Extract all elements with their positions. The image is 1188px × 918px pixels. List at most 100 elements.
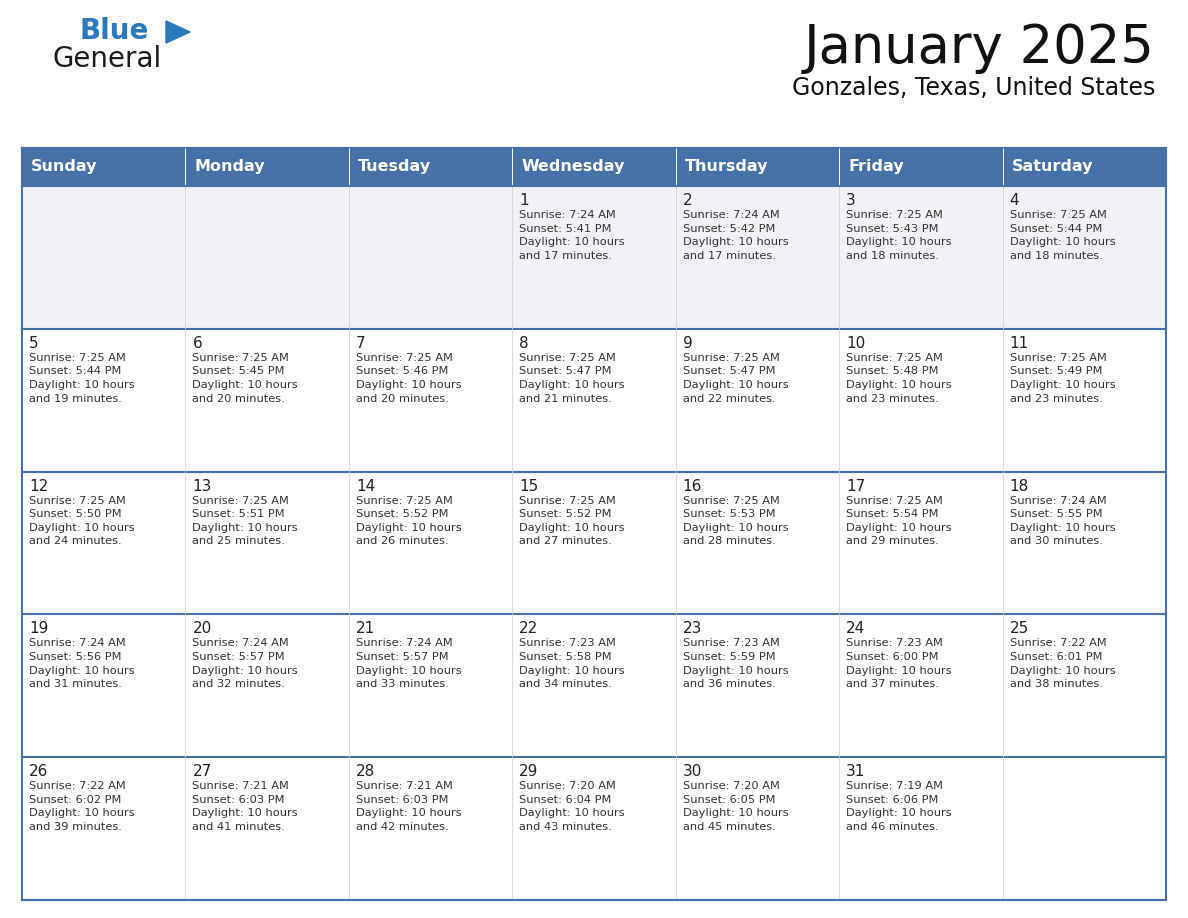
Text: Sunrise: 7:24 AM
Sunset: 5:55 PM
Daylight: 10 hours
and 30 minutes.: Sunrise: 7:24 AM Sunset: 5:55 PM Dayligh… <box>1010 496 1116 546</box>
Bar <box>349 186 512 329</box>
Bar <box>349 757 512 900</box>
Text: Sunrise: 7:25 AM
Sunset: 5:46 PM
Daylight: 10 hours
and 20 minutes.: Sunrise: 7:25 AM Sunset: 5:46 PM Dayligh… <box>356 353 461 404</box>
Text: 26: 26 <box>29 764 49 779</box>
Text: Sunrise: 7:25 AM
Sunset: 5:51 PM
Daylight: 10 hours
and 25 minutes.: Sunrise: 7:25 AM Sunset: 5:51 PM Dayligh… <box>192 496 298 546</box>
Text: Sunrise: 7:24 AM
Sunset: 5:57 PM
Daylight: 10 hours
and 33 minutes.: Sunrise: 7:24 AM Sunset: 5:57 PM Dayligh… <box>356 638 461 689</box>
Text: Sunrise: 7:25 AM
Sunset: 5:50 PM
Daylight: 10 hours
and 24 minutes.: Sunrise: 7:25 AM Sunset: 5:50 PM Dayligh… <box>29 496 134 546</box>
Text: 25: 25 <box>1010 621 1029 636</box>
Text: Sunrise: 7:19 AM
Sunset: 6:06 PM
Daylight: 10 hours
and 46 minutes.: Sunrise: 7:19 AM Sunset: 6:06 PM Dayligh… <box>846 781 952 832</box>
Text: Sunrise: 7:20 AM
Sunset: 6:05 PM
Daylight: 10 hours
and 45 minutes.: Sunrise: 7:20 AM Sunset: 6:05 PM Dayligh… <box>683 781 789 832</box>
Text: Blue: Blue <box>80 17 150 45</box>
Text: Sunrise: 7:22 AM
Sunset: 6:02 PM
Daylight: 10 hours
and 39 minutes.: Sunrise: 7:22 AM Sunset: 6:02 PM Dayligh… <box>29 781 134 832</box>
Text: 11: 11 <box>1010 336 1029 351</box>
Text: Sunrise: 7:25 AM
Sunset: 5:43 PM
Daylight: 10 hours
and 18 minutes.: Sunrise: 7:25 AM Sunset: 5:43 PM Dayligh… <box>846 210 952 261</box>
Text: Sunrise: 7:23 AM
Sunset: 6:00 PM
Daylight: 10 hours
and 37 minutes.: Sunrise: 7:23 AM Sunset: 6:00 PM Dayligh… <box>846 638 952 689</box>
Text: Sunrise: 7:25 AM
Sunset: 5:47 PM
Daylight: 10 hours
and 22 minutes.: Sunrise: 7:25 AM Sunset: 5:47 PM Dayligh… <box>683 353 789 404</box>
Bar <box>185 757 349 900</box>
Bar <box>512 329 676 472</box>
Text: Sunrise: 7:25 AM
Sunset: 5:44 PM
Daylight: 10 hours
and 19 minutes.: Sunrise: 7:25 AM Sunset: 5:44 PM Dayligh… <box>29 353 134 404</box>
Text: 7: 7 <box>356 336 366 351</box>
Bar <box>676 329 839 472</box>
Bar <box>23 472 185 614</box>
Bar <box>349 614 512 757</box>
Text: General: General <box>52 45 162 73</box>
Text: Thursday: Thursday <box>684 160 769 174</box>
Bar <box>1003 614 1165 757</box>
Bar <box>185 472 349 614</box>
Text: Friday: Friday <box>848 160 904 174</box>
Text: Sunrise: 7:25 AM
Sunset: 5:52 PM
Daylight: 10 hours
and 26 minutes.: Sunrise: 7:25 AM Sunset: 5:52 PM Dayligh… <box>356 496 461 546</box>
Text: Sunrise: 7:25 AM
Sunset: 5:45 PM
Daylight: 10 hours
and 20 minutes.: Sunrise: 7:25 AM Sunset: 5:45 PM Dayligh… <box>192 353 298 404</box>
Text: Sunrise: 7:25 AM
Sunset: 5:47 PM
Daylight: 10 hours
and 21 minutes.: Sunrise: 7:25 AM Sunset: 5:47 PM Dayligh… <box>519 353 625 404</box>
Text: 10: 10 <box>846 336 865 351</box>
Text: January 2025: January 2025 <box>804 22 1155 74</box>
Text: 4: 4 <box>1010 193 1019 208</box>
Bar <box>1003 148 1165 186</box>
Text: Sunrise: 7:24 AM
Sunset: 5:57 PM
Daylight: 10 hours
and 32 minutes.: Sunrise: 7:24 AM Sunset: 5:57 PM Dayligh… <box>192 638 298 689</box>
Bar <box>23 329 185 472</box>
Polygon shape <box>166 21 190 43</box>
Bar <box>676 186 839 329</box>
Text: 9: 9 <box>683 336 693 351</box>
Text: 17: 17 <box>846 478 865 494</box>
Bar <box>23 757 185 900</box>
Text: 31: 31 <box>846 764 866 779</box>
Text: Sunrise: 7:23 AM
Sunset: 5:58 PM
Daylight: 10 hours
and 34 minutes.: Sunrise: 7:23 AM Sunset: 5:58 PM Dayligh… <box>519 638 625 689</box>
Text: 21: 21 <box>356 621 375 636</box>
Bar <box>23 148 1165 186</box>
Text: 29: 29 <box>519 764 538 779</box>
Text: 6: 6 <box>192 336 202 351</box>
Text: Sunrise: 7:24 AM
Sunset: 5:41 PM
Daylight: 10 hours
and 17 minutes.: Sunrise: 7:24 AM Sunset: 5:41 PM Dayligh… <box>519 210 625 261</box>
Text: 30: 30 <box>683 764 702 779</box>
Bar <box>349 329 512 472</box>
Bar <box>839 757 1003 900</box>
Bar <box>349 148 512 186</box>
Text: 18: 18 <box>1010 478 1029 494</box>
Text: Sunrise: 7:21 AM
Sunset: 6:03 PM
Daylight: 10 hours
and 41 minutes.: Sunrise: 7:21 AM Sunset: 6:03 PM Dayligh… <box>192 781 298 832</box>
Text: 15: 15 <box>519 478 538 494</box>
Bar <box>1003 186 1165 329</box>
Bar <box>512 614 676 757</box>
Text: 5: 5 <box>29 336 39 351</box>
Text: Sunrise: 7:20 AM
Sunset: 6:04 PM
Daylight: 10 hours
and 43 minutes.: Sunrise: 7:20 AM Sunset: 6:04 PM Dayligh… <box>519 781 625 832</box>
Text: 14: 14 <box>356 478 375 494</box>
Text: 1: 1 <box>519 193 529 208</box>
Bar <box>512 186 676 329</box>
Text: Sunrise: 7:25 AM
Sunset: 5:49 PM
Daylight: 10 hours
and 23 minutes.: Sunrise: 7:25 AM Sunset: 5:49 PM Dayligh… <box>1010 353 1116 404</box>
Text: Sunrise: 7:25 AM
Sunset: 5:48 PM
Daylight: 10 hours
and 23 minutes.: Sunrise: 7:25 AM Sunset: 5:48 PM Dayligh… <box>846 353 952 404</box>
Text: Gonzales, Texas, United States: Gonzales, Texas, United States <box>791 76 1155 100</box>
Text: 16: 16 <box>683 478 702 494</box>
Text: 23: 23 <box>683 621 702 636</box>
Text: Sunday: Sunday <box>31 160 97 174</box>
Text: 2: 2 <box>683 193 693 208</box>
Text: Sunrise: 7:25 AM
Sunset: 5:44 PM
Daylight: 10 hours
and 18 minutes.: Sunrise: 7:25 AM Sunset: 5:44 PM Dayligh… <box>1010 210 1116 261</box>
Text: 20: 20 <box>192 621 211 636</box>
Bar <box>185 329 349 472</box>
Text: Sunrise: 7:25 AM
Sunset: 5:53 PM
Daylight: 10 hours
and 28 minutes.: Sunrise: 7:25 AM Sunset: 5:53 PM Dayligh… <box>683 496 789 546</box>
Text: 3: 3 <box>846 193 855 208</box>
Bar <box>185 148 349 186</box>
Text: 24: 24 <box>846 621 865 636</box>
Text: Sunrise: 7:23 AM
Sunset: 5:59 PM
Daylight: 10 hours
and 36 minutes.: Sunrise: 7:23 AM Sunset: 5:59 PM Dayligh… <box>683 638 789 689</box>
Text: Wednesday: Wednesday <box>522 160 625 174</box>
Bar <box>349 472 512 614</box>
Bar <box>23 614 185 757</box>
Text: Tuesday: Tuesday <box>358 160 431 174</box>
Bar <box>839 614 1003 757</box>
Text: Sunrise: 7:24 AM
Sunset: 5:42 PM
Daylight: 10 hours
and 17 minutes.: Sunrise: 7:24 AM Sunset: 5:42 PM Dayligh… <box>683 210 789 261</box>
Bar <box>512 148 676 186</box>
Text: Monday: Monday <box>195 160 265 174</box>
Bar <box>512 757 676 900</box>
Text: Sunrise: 7:21 AM
Sunset: 6:03 PM
Daylight: 10 hours
and 42 minutes.: Sunrise: 7:21 AM Sunset: 6:03 PM Dayligh… <box>356 781 461 832</box>
Text: 13: 13 <box>192 478 211 494</box>
Bar <box>512 472 676 614</box>
Text: Sunrise: 7:22 AM
Sunset: 6:01 PM
Daylight: 10 hours
and 38 minutes.: Sunrise: 7:22 AM Sunset: 6:01 PM Dayligh… <box>1010 638 1116 689</box>
Bar <box>185 614 349 757</box>
Bar <box>839 148 1003 186</box>
Text: Sunrise: 7:25 AM
Sunset: 5:52 PM
Daylight: 10 hours
and 27 minutes.: Sunrise: 7:25 AM Sunset: 5:52 PM Dayligh… <box>519 496 625 546</box>
Text: 19: 19 <box>29 621 49 636</box>
Bar <box>1003 329 1165 472</box>
Bar <box>23 186 185 329</box>
Bar <box>676 757 839 900</box>
Text: 27: 27 <box>192 764 211 779</box>
